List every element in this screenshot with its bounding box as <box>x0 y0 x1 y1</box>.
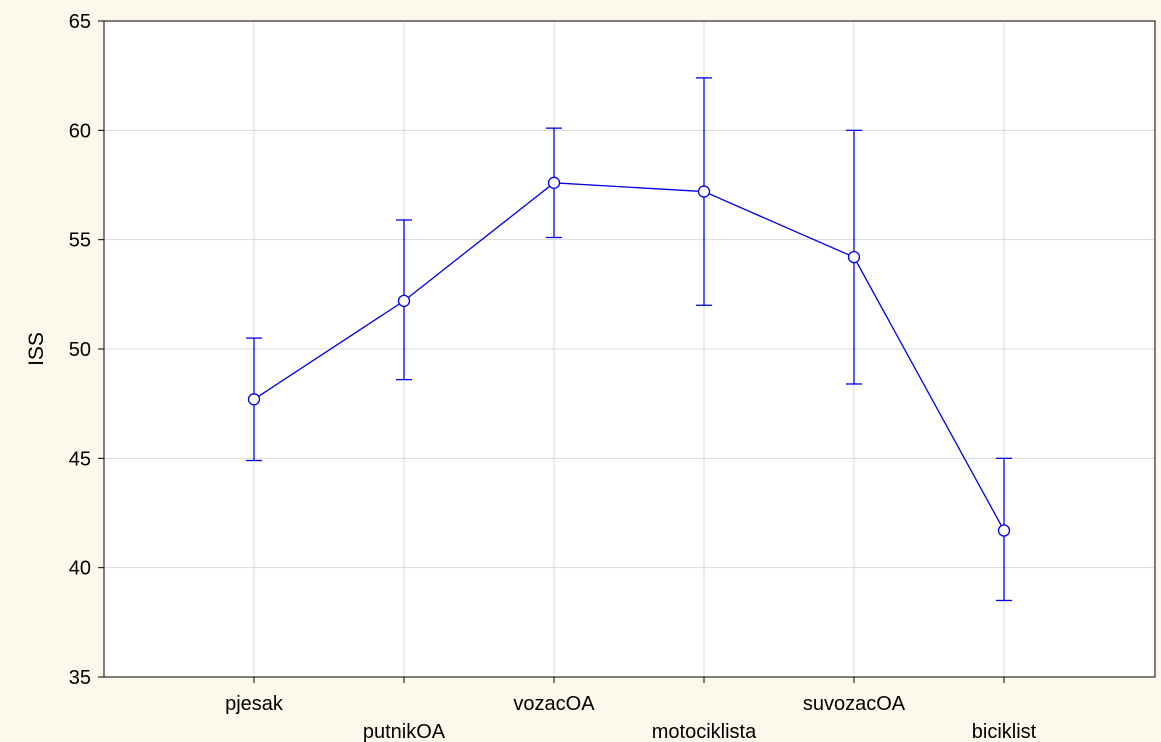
series-layer <box>246 77 1012 602</box>
data-point <box>397 294 411 308</box>
series-line <box>253 182 1005 531</box>
data-point <box>247 393 261 406</box>
y-tick-label: 35 <box>69 667 91 689</box>
y-tick-label: 45 <box>69 448 91 470</box>
data-point <box>847 251 861 264</box>
y-tick-label: 40 <box>69 558 91 580</box>
x-tick-label: biciklist <box>972 721 1037 742</box>
data-point <box>697 185 711 198</box>
x-axis: pjesak putnikOA vozacOA motociklista suvozac… <box>225 677 1037 742</box>
x-tick-label: vozacOA <box>513 693 595 715</box>
x-tick-label: putnikOA <box>363 721 446 742</box>
y-tick-label: 55 <box>69 230 91 252</box>
data-point <box>547 176 561 189</box>
y-axis-title: ISS <box>25 332 48 366</box>
y-tick-label: 65 <box>69 11 91 33</box>
x-tick-label: suvozacOA <box>803 693 906 715</box>
y-tick-label: 50 <box>69 339 91 361</box>
data-point <box>997 524 1011 537</box>
y-axis: 35 40 45 50 55 60 65 <box>69 11 104 689</box>
x-tick-label: motociklista <box>652 721 757 742</box>
y-tick-label: 60 <box>69 120 91 142</box>
x-tick-label: pjesak <box>225 693 284 715</box>
